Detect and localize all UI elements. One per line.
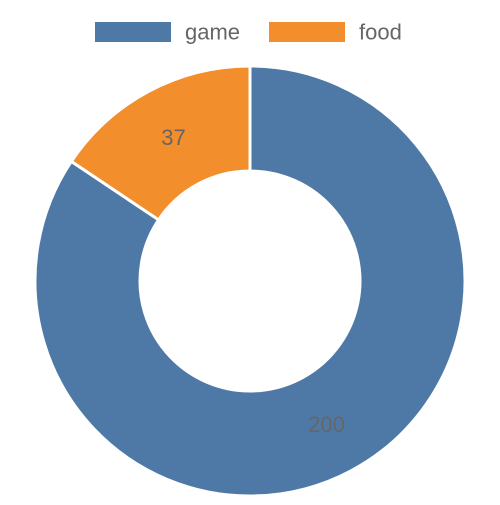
donut-slices	[33, 64, 467, 498]
legend-label-food[interactable]: food	[359, 20, 402, 45]
legend: game food	[95, 20, 402, 45]
data-labels: 200 37	[161, 125, 345, 437]
data-label-game: 200	[308, 412, 345, 437]
data-label-food: 37	[161, 125, 185, 150]
legend-swatch-game[interactable]	[95, 22, 171, 42]
donut-slice-food[interactable]	[69, 64, 252, 222]
donut-slice-game[interactable]	[33, 64, 467, 498]
legend-label-game[interactable]: game	[185, 20, 240, 45]
legend-swatch-food[interactable]	[269, 22, 345, 42]
